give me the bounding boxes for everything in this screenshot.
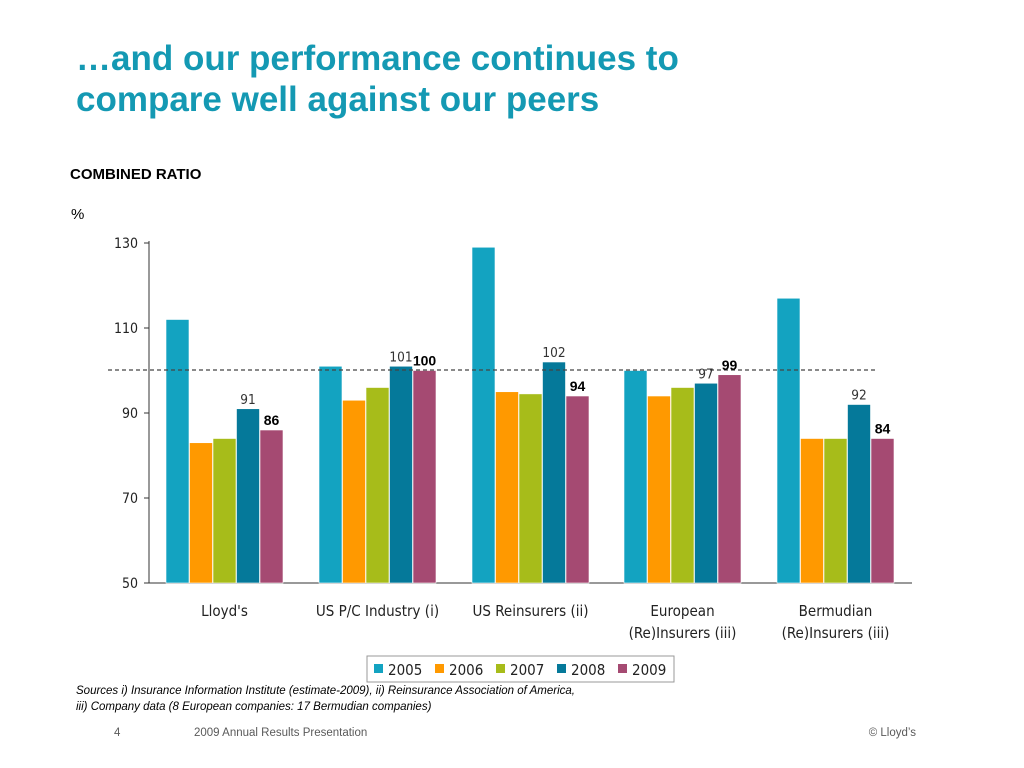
data-label: 94	[570, 378, 586, 394]
copyright-notice: © Lloyd’s	[868, 727, 916, 739]
bar-2009	[412, 370, 437, 584]
legend-swatch-2005	[374, 664, 383, 673]
y-tick-label: 130	[114, 236, 138, 252]
bar-2005	[165, 319, 190, 584]
bar-2005	[471, 246, 496, 584]
legend-swatch-2006	[435, 664, 444, 673]
bar-2009	[717, 374, 742, 584]
bar-2008	[389, 365, 413, 584]
category-label: Lloyd's	[201, 602, 248, 620]
data-label: 86	[264, 412, 280, 428]
sources-line: iii) Company data (8 European companies:…	[76, 701, 432, 713]
sources-line: Sources i) Insurance Information Institu…	[76, 685, 575, 697]
bar-2009	[565, 395, 590, 584]
bar-2008	[236, 408, 260, 584]
bar-2007	[365, 387, 390, 584]
data-label: 100	[413, 353, 437, 369]
category-label: Bermudian	[799, 602, 873, 620]
y-tick-label: 110	[114, 321, 138, 337]
data-label: 92	[851, 388, 866, 404]
bar-2006	[647, 395, 671, 584]
y-axis-unit: %	[71, 206, 85, 223]
slide-title-line: compare well against our peers	[76, 80, 600, 119]
bar-2005	[776, 297, 801, 584]
category-label: US P/C Industry (i)	[316, 602, 439, 620]
y-tick-label: 50	[122, 576, 138, 592]
data-label: 84	[875, 421, 891, 437]
sources-note: Sources i) Insurance Information Institu…	[76, 683, 776, 715]
bar-2006	[495, 391, 519, 584]
legend-label: 2007	[510, 661, 544, 679]
y-tick-label: 90	[122, 406, 138, 422]
data-label: 91	[240, 392, 255, 408]
bar-2009	[259, 429, 284, 584]
data-label: 101	[389, 349, 412, 365]
legend-swatch-2007	[496, 664, 505, 673]
bar-2005	[318, 365, 343, 584]
bar-2007	[212, 438, 237, 584]
bar-2006	[189, 442, 213, 584]
legend-swatch-2009	[618, 664, 627, 673]
legend-swatch-2008	[557, 664, 566, 673]
bar-2007	[518, 393, 543, 584]
category-label: (Re)Insurers (iii)	[782, 624, 890, 642]
slide-title: …and our performance continues to compar…	[76, 38, 976, 120]
presentation-name: 2009 Annual Results Presentation	[194, 727, 368, 739]
data-label: 99	[722, 357, 738, 373]
legend-label: 2005	[388, 661, 422, 679]
bar-2007	[823, 438, 848, 584]
bar-2008	[847, 404, 871, 584]
bar-2007	[670, 387, 695, 584]
legend-label: 2009	[632, 661, 666, 679]
legend-label: 2008	[571, 661, 605, 679]
bar-2006	[800, 438, 824, 584]
bar-2008	[694, 382, 718, 584]
bar-2005	[623, 370, 648, 584]
category-label: US Reinsurers (ii)	[472, 602, 588, 620]
data-label: 97	[698, 366, 713, 382]
category-label: European	[650, 602, 714, 620]
bar-2008	[542, 361, 566, 584]
bar-2006	[342, 399, 366, 584]
slide-title-line: …and our performance continues to	[76, 39, 679, 78]
legend-label: 2006	[449, 661, 483, 679]
chart-subtitle: COMBINED RATIO	[70, 166, 202, 183]
y-tick-label: 70	[122, 491, 138, 507]
data-label: 102	[542, 345, 565, 361]
bar-2009	[870, 438, 895, 584]
page-number: 4	[114, 727, 121, 739]
category-label: (Re)Insurers (iii)	[629, 624, 737, 642]
